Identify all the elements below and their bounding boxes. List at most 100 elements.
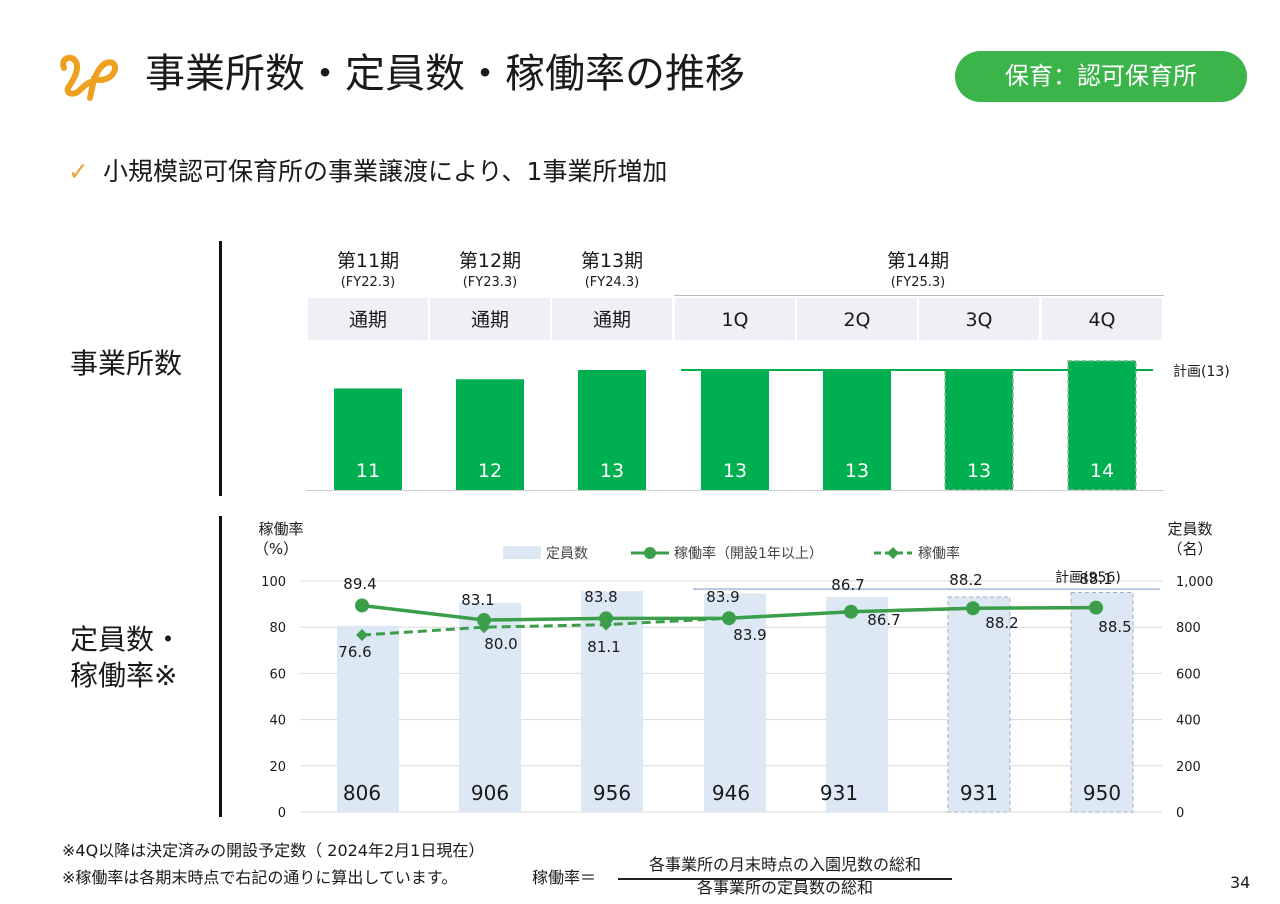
rate-1yr-marker (722, 611, 736, 626)
legend-capacity-swatch (503, 546, 541, 559)
office-bar-value: 11 (356, 460, 380, 482)
left-tick-label: 0 (278, 806, 286, 821)
left-tick-label: 40 (269, 714, 286, 729)
category-header-cell (1042, 298, 1162, 340)
check-icon: ✓ (68, 157, 89, 186)
category-header-label: 1Q (721, 309, 748, 331)
category-header-label: 通期 (349, 309, 387, 331)
rate-1yr-value-label: 88.2 (949, 571, 982, 589)
left-axis-label: 稼働率 (258, 520, 303, 538)
capacity-bar-value: 931 (820, 781, 858, 805)
rate-value-label: 76.6 (338, 643, 371, 661)
period-title: 第12期 (459, 250, 521, 272)
rate-1yr-value-label: 88.1 (1079, 570, 1112, 588)
category-header-cell (308, 298, 428, 340)
capacity-bar-value: 906 (471, 781, 509, 805)
rate-1yr-marker (844, 604, 858, 619)
right-tick-label: 400 (1176, 714, 1201, 729)
office-bar (456, 379, 524, 490)
category-header-label: 通期 (593, 309, 631, 331)
left-tick-label: 20 (269, 760, 286, 775)
page-title: 事業所数・定員数・稼働率の推移 (145, 51, 745, 97)
rate-1yr-marker (966, 601, 980, 616)
left-tick-label: 100 (261, 575, 286, 590)
page-number: 34 (1230, 873, 1251, 892)
office-bar-value: 13 (967, 460, 991, 482)
capacity-bar (947, 596, 1011, 813)
capacity-rate-chart: 稼働率 （%） 定員数 （名） 0 20 40 60 80 100 0 200 400 600 800 1,0… (254, 520, 1213, 821)
period-fy: (FY24.3) (585, 275, 640, 290)
period-title: 第13期 (581, 250, 643, 272)
category-header-cell (797, 298, 917, 340)
company-logo (60, 54, 118, 101)
offices-plan-label: 計画(13) (1173, 364, 1230, 380)
office-bar-value: 14 (1090, 460, 1114, 482)
period-title: 第14期 (887, 250, 949, 272)
category-header-label: 4Q (1088, 309, 1115, 331)
category-header-cell (675, 298, 795, 340)
summary-text: 小規模認可保育所の事業譲渡により、1事業所増加 (102, 157, 668, 186)
formula-fraction-bar (618, 878, 952, 880)
rate-1yr-value-label: 86.7 (831, 576, 864, 594)
legend-rate-marker (887, 547, 899, 559)
rate-value-label: 88.5 (1098, 618, 1131, 636)
category-header-cell (552, 298, 672, 340)
category-header-label: 2Q (843, 309, 870, 331)
left-tick-label: 60 (269, 667, 286, 682)
capacity-bar (1070, 592, 1134, 813)
footnote-2: ※稼働率は各期末時点で右記の通りに算出しています。 (62, 868, 458, 887)
rate-value-label: 83.9 (733, 626, 766, 644)
left-tick-label: 80 (269, 621, 286, 636)
rate-1yr-marker (599, 611, 613, 626)
right-tick-label: 600 (1176, 667, 1201, 682)
rate-1yr-marker (477, 613, 491, 628)
right-tick-label: 1,000 (1176, 575, 1213, 590)
right-tick-label: 0 (1176, 806, 1184, 821)
category-header-label: 3Q (965, 309, 992, 331)
rate-1yr-marker (355, 598, 369, 613)
capacity-bar-value: 956 (593, 781, 631, 805)
footnote-1: ※4Q以降は決定済みの開設予定数（ 2024年2月1日現在） (62, 841, 485, 860)
right-tick-label: 200 (1176, 760, 1201, 775)
rate-value-label: 88.2 (985, 614, 1018, 632)
summary-bullet: ✓ 小規模認可保育所の事業譲渡により、1事業所増加 (68, 155, 667, 189)
capacity-row-label-line1: 定員数・ (70, 623, 183, 656)
capacity-bar-value: 931 (960, 781, 998, 805)
offices-row-label: 事業所数 (70, 347, 183, 380)
category-header-label: 通期 (471, 309, 509, 331)
formula-denominator: 各事業所の定員数の総和 (696, 878, 873, 897)
capacity-bar (337, 625, 399, 812)
office-bar-value: 13 (600, 460, 624, 482)
capacity-plan-label: 計画(956) (1055, 570, 1121, 586)
segment-badge: 保育：認可保育所 (955, 51, 1247, 102)
left-axis-unit: （%） (254, 540, 298, 558)
formula-label: 稼働率＝ (532, 868, 597, 887)
legend-capacity-label: 定員数 (546, 546, 588, 562)
right-axis-label: 定員数 (1167, 520, 1212, 538)
formula-numerator: 各事業所の月末時点の入園児数の総和 (648, 855, 921, 874)
office-bar-value: 13 (845, 460, 869, 482)
rate-1yr-value-label: 83.1 (461, 591, 494, 609)
office-bar (578, 370, 646, 490)
capacity-bar (826, 596, 888, 812)
rate-marker (356, 629, 368, 642)
period-fy: (FY23.3) (463, 275, 518, 290)
capacity-bar (704, 593, 766, 812)
right-tick-label: 800 (1176, 621, 1201, 636)
office-bar (701, 370, 769, 490)
category-header-cell (430, 298, 550, 340)
category-header-cell (919, 298, 1039, 340)
capacity-bar-value: 946 (712, 781, 750, 805)
rate-value-label: 80.0 (484, 635, 517, 653)
office-bar (823, 370, 891, 490)
capacity-row-label-line2: 稼働率※ (70, 659, 178, 692)
rate-1yr-value-label: 83.8 (584, 588, 617, 606)
offices-row-divider (219, 241, 222, 496)
rate-value-label: 86.7 (867, 611, 900, 629)
capacity-bar (459, 602, 521, 812)
office-bar (1067, 360, 1137, 491)
capacity-bar-value: 806 (343, 781, 381, 805)
rate-value-label: 81.1 (587, 638, 620, 656)
period-title: 第11期 (337, 250, 399, 272)
legend-rate1yr-marker (644, 547, 656, 559)
